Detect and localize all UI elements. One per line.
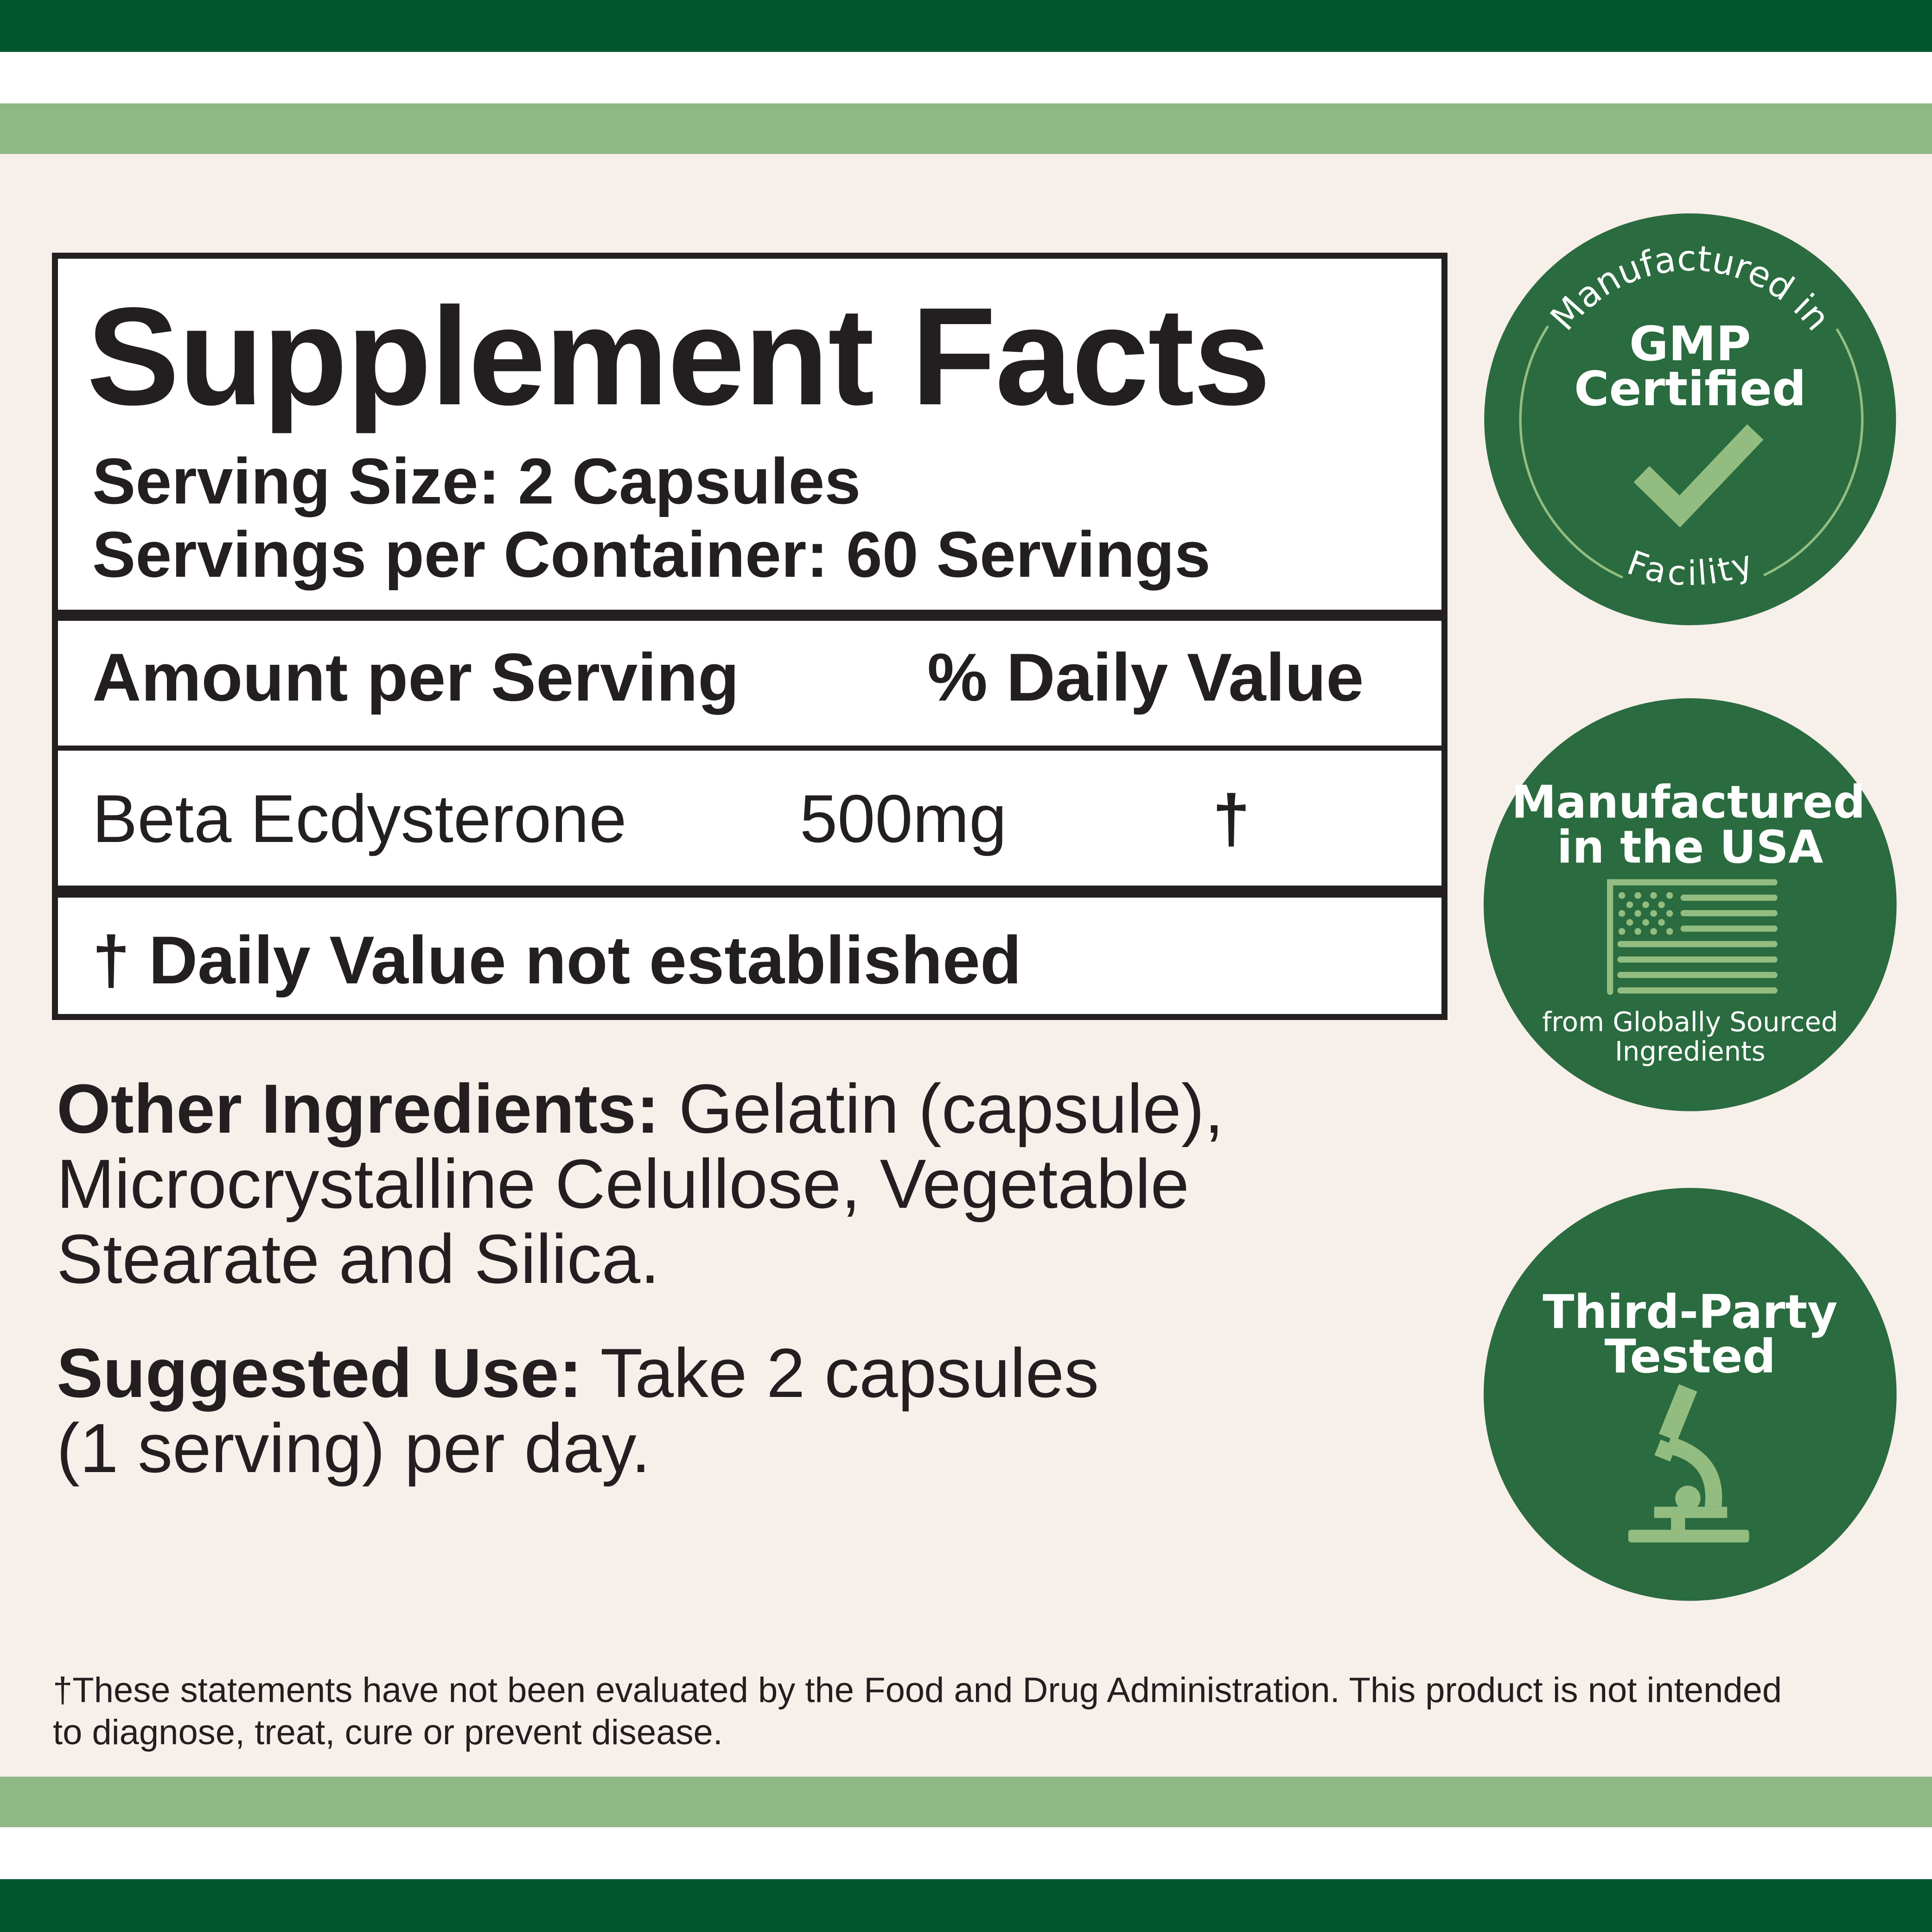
fda-disclaimer: †These statements have not been evaluate… bbox=[53, 1671, 1782, 1752]
ring-arc-right bbox=[1763, 328, 1864, 577]
suggested-use-label: Suggested Use: bbox=[57, 1334, 582, 1412]
gmp-text: GMP bbox=[1629, 316, 1751, 372]
ingredient-amount: 500mg bbox=[800, 781, 1007, 856]
daily-value-header: % Daily Value bbox=[927, 639, 1364, 715]
ingredients-text: Ingredients bbox=[1615, 1036, 1766, 1067]
other-ingredients-label: Other Ingredients: bbox=[57, 1070, 660, 1148]
daily-value-footnote: † Daily Value not established bbox=[92, 922, 1022, 998]
microscope-icon bbox=[1628, 1384, 1749, 1543]
ingredient-name: Beta Ecdysterone bbox=[92, 781, 627, 856]
third-party-tested-badge: Third-Party Tested bbox=[1483, 1188, 1897, 1601]
other-ingredients: Other Ingredients: Gelatin (capsule), Mi… bbox=[57, 1071, 1447, 1296]
thick-divider bbox=[58, 610, 1441, 621]
us-flag-icon bbox=[1607, 879, 1778, 995]
bottom-light-band bbox=[0, 1777, 1932, 1827]
suggested-use-text: Take 2 capsules (1 serving) per day. bbox=[57, 1334, 1099, 1487]
manufactured-text: Manufactured bbox=[1511, 776, 1865, 829]
bottom-white-band bbox=[0, 1827, 1932, 1879]
divider bbox=[58, 746, 1441, 751]
top-dark-band bbox=[0, 0, 1932, 52]
facts-title: Supplement Facts bbox=[87, 278, 1271, 434]
bottom-dark-band bbox=[0, 1879, 1932, 1932]
checkmark-icon bbox=[1633, 424, 1764, 528]
serving-size: Serving Size: 2 Capsules bbox=[92, 445, 861, 517]
other-ingredients-text: Gelatin (capsule), Microcrystalline Celu… bbox=[57, 1070, 1224, 1298]
in-the-usa-text: in the USA bbox=[1557, 821, 1823, 873]
servings-per-container: Servings per Container: 60 Servings bbox=[92, 518, 1211, 591]
badge-circle bbox=[1484, 213, 1896, 625]
badge-circle bbox=[1483, 698, 1897, 1111]
tested-text: Tested bbox=[1605, 1329, 1776, 1384]
amount-per-serving-header: Amount per Serving bbox=[92, 639, 740, 715]
made-in-usa-badge: Manufactured in the USA from Globally So… bbox=[1483, 698, 1897, 1111]
thick-divider bbox=[58, 886, 1441, 898]
ring-arc-left bbox=[1519, 325, 1624, 579]
globally-sourced-text: from Globally Sourced bbox=[1542, 1007, 1838, 1038]
supplement-facts-panel: Supplement Facts Serving Size: 2 Capsule… bbox=[52, 253, 1447, 1020]
third-party-text: Third-Party bbox=[1543, 1285, 1837, 1339]
ingredient-dv: † bbox=[1212, 781, 1250, 856]
suggested-use: Suggested Use: Take 2 capsules (1 servin… bbox=[57, 1335, 1169, 1486]
top-light-band bbox=[0, 103, 1932, 154]
certified-text: Certified bbox=[1574, 361, 1806, 417]
gmp-certified-badge: Manufactured in Facility GMP Certified bbox=[1484, 213, 1896, 625]
top-white-band bbox=[0, 52, 1932, 103]
